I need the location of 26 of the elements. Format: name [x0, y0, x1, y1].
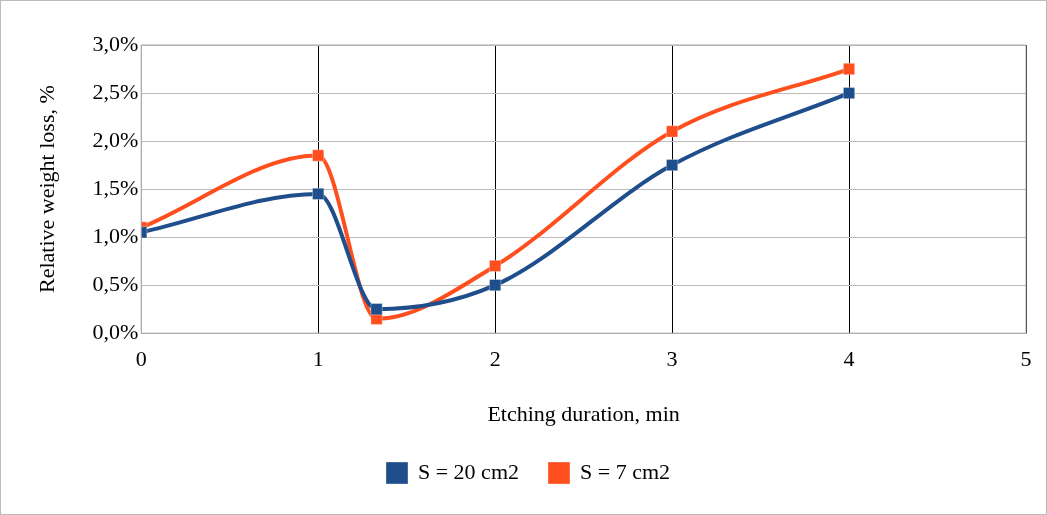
x-tick-label: 3 [666, 346, 678, 372]
point [312, 149, 325, 162]
point [488, 259, 502, 273]
legend-label: S = 7 cm2 [580, 458, 671, 484]
y-tick-label: 1,5% [92, 174, 139, 200]
point [842, 86, 856, 100]
point [488, 279, 502, 292]
y-tick-label: 0,5% [92, 270, 139, 296]
y-tick-label: 3,0% [92, 30, 139, 56]
y-tick-label: 1,0% [92, 222, 139, 248]
x-tick-label: 4 [843, 346, 855, 372]
y-tick-label: 2,5% [92, 78, 139, 104]
x-tick-label: 0 [135, 346, 147, 372]
legend-label: S = 20 cm2 [417, 458, 520, 484]
point [665, 125, 679, 138]
x-axis-title: Etching duration, min [487, 400, 680, 426]
point [312, 187, 325, 201]
y-axis-title: Relative weight loss, % [33, 85, 59, 293]
x-tick-label: 5 [1020, 346, 1032, 372]
point [842, 62, 856, 76]
x-tick-label: 2 [489, 346, 501, 372]
point [370, 303, 383, 316]
y-tick-label: 2,0% [92, 126, 139, 152]
point [665, 158, 679, 172]
x-tick-label: 1 [312, 346, 324, 372]
y-tick-label: 0,0% [92, 318, 139, 344]
